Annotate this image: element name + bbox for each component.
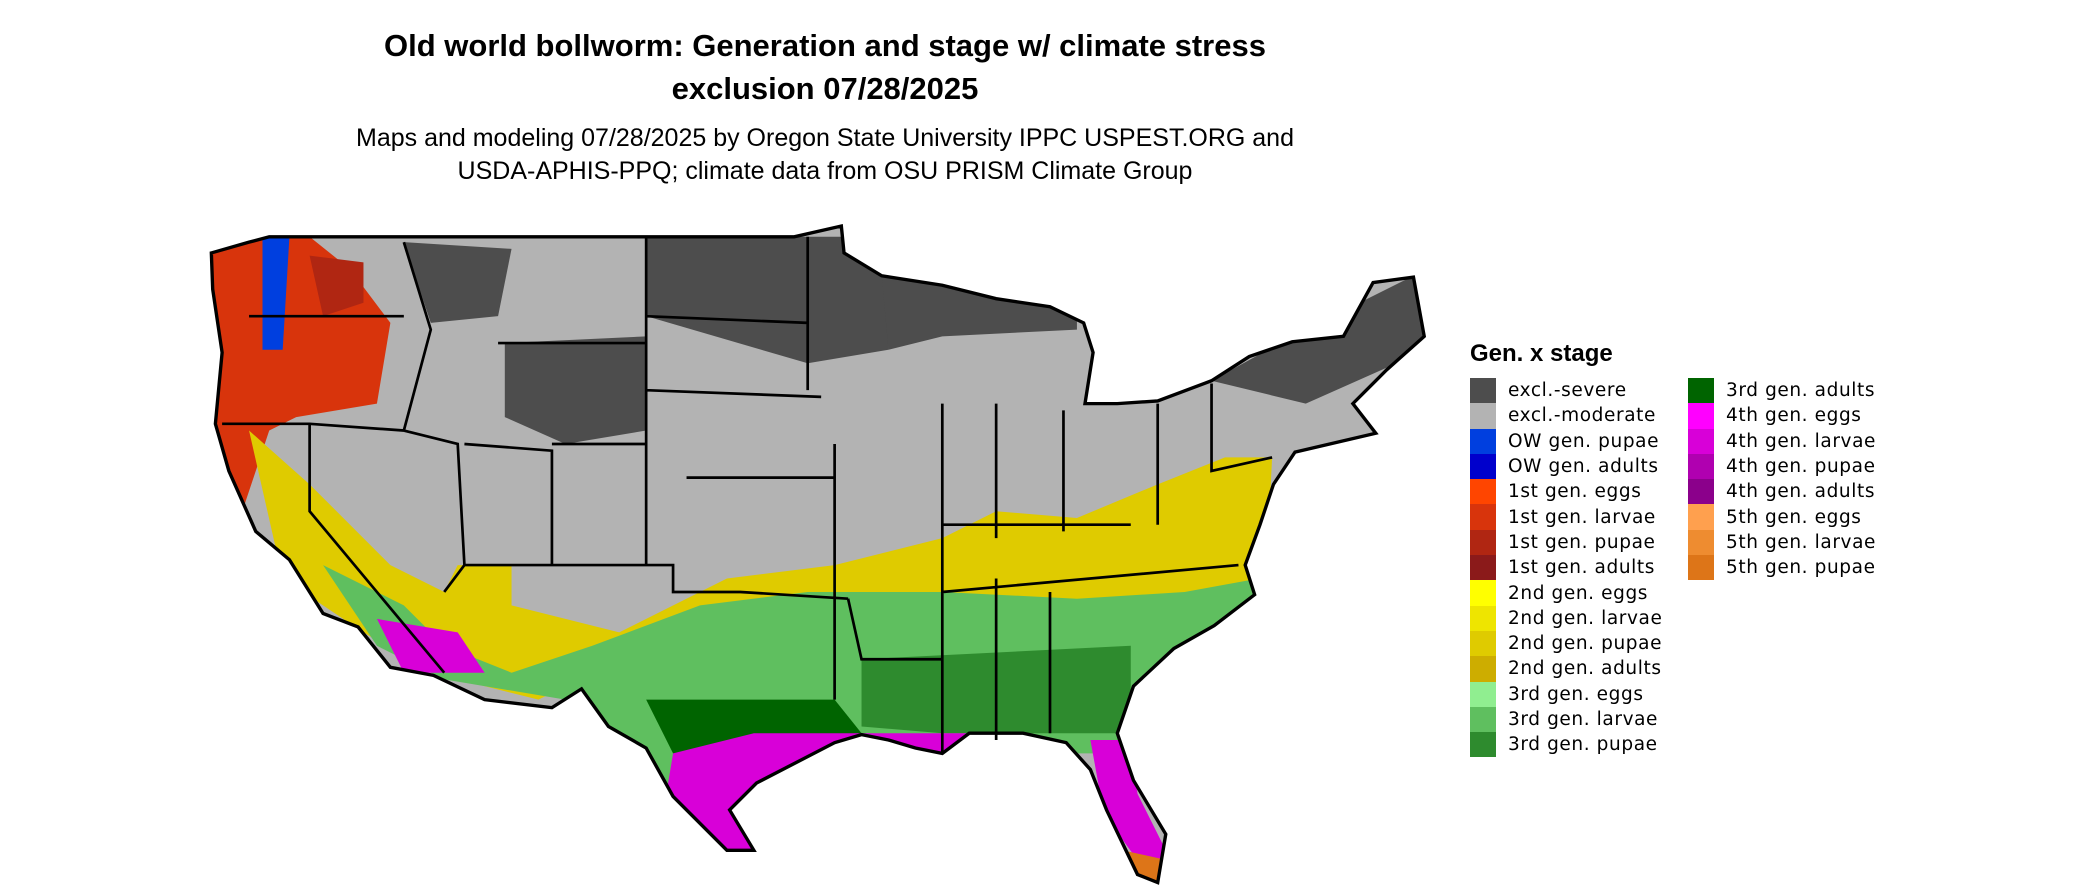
legend-column-2: 3rd gen. adults 4th gen. eggs 4th gen. lar… <box>1688 378 1906 757</box>
legend-swatch <box>1470 681 1496 707</box>
legend-label: 4th gen. larvae <box>1726 430 1876 452</box>
legend-label: OW gen. pupae <box>1508 430 1660 452</box>
title-line-2: exclusion 07/28/2025 <box>671 71 979 106</box>
legend-label: 3rd gen. eggs <box>1508 683 1644 705</box>
legend-label: 5th gen. larvae <box>1726 531 1876 553</box>
legend-label: 3rd gen. larvae <box>1508 709 1659 730</box>
legend-item: excl.-severe <box>1470 378 1688 404</box>
legend-label: 2nd gen. adults <box>1508 658 1662 680</box>
legend-label: 1st gen. pupae <box>1508 531 1656 553</box>
legend-swatch <box>1470 555 1496 581</box>
legend-item: excl.-moderate <box>1470 403 1688 429</box>
legend-swatch <box>1688 403 1714 429</box>
legend-item: 2nd gen. adults <box>1470 656 1688 682</box>
legend-item: 2nd gen. pupae <box>1470 630 1688 657</box>
legend-item: 3rd gen. eggs <box>1470 681 1688 707</box>
legend-swatch <box>1470 605 1496 631</box>
legend-swatch <box>1470 504 1496 530</box>
legend-label: OW gen. adults <box>1508 456 1659 478</box>
legend-label: excl.-moderate <box>1508 405 1656 427</box>
legend-swatch <box>1470 479 1496 505</box>
legend-label: 2nd gen. eggs <box>1508 582 1649 604</box>
legend-swatch <box>1470 630 1496 657</box>
legend-swatch <box>1688 453 1714 480</box>
legend-item: 4th gen. adults <box>1688 479 1906 505</box>
subtitle-line-2: USDA-APHIS-PPQ; climate data from OSU PR… <box>457 157 1193 185</box>
legend-item: 5th gen. larvae <box>1688 529 1906 556</box>
legend-swatch <box>1470 403 1496 429</box>
legend-swatch <box>1470 706 1496 733</box>
legend-swatch <box>1688 428 1714 454</box>
second-gen-band <box>249 430 1273 700</box>
legend-label: 5th gen. eggs <box>1726 506 1862 528</box>
title-line-1: Old world bollworm: Generation and stage… <box>384 28 1266 63</box>
legend-item: OW gen. adults <box>1470 453 1688 480</box>
subtitle-line-1: Maps and modeling 07/28/2025 by Oregon S… <box>356 124 1294 152</box>
legend-item: 1st gen. adults <box>1470 555 1688 581</box>
legend-label: 4th gen. adults <box>1726 481 1876 503</box>
map-title: Old world bollworm: Generation and stage… <box>0 24 1650 110</box>
legend-item: 2nd gen. larvae <box>1470 605 1688 631</box>
legend-swatch <box>1688 504 1714 530</box>
legend-swatch <box>1688 378 1714 404</box>
legend-label: 3rd gen. pupae <box>1508 734 1658 756</box>
legend-item: 1st gen. eggs <box>1470 479 1688 505</box>
excl-severe-north-plains <box>646 236 889 364</box>
legend-item: 3rd gen. adults <box>1688 378 1906 404</box>
state-borders <box>209 224 1426 885</box>
legend-label: 4th gen. pupae <box>1726 456 1876 478</box>
legend-swatch <box>1470 580 1496 606</box>
legend-item: 4th gen. eggs <box>1688 403 1906 429</box>
legend-label: excl.-severe <box>1508 380 1627 402</box>
legend-item: 1st gen. pupae <box>1470 529 1688 556</box>
legend-swatch <box>1688 529 1714 556</box>
legend-item: 3rd gen. pupae <box>1470 732 1688 758</box>
legend-item: 2nd gen. eggs <box>1470 580 1688 606</box>
legend-swatch <box>1470 732 1496 758</box>
legend: Gen. x stage excl.-severe excl.-moderate O… <box>1470 340 1906 758</box>
legend-swatch <box>1688 555 1714 581</box>
excl-severe-northeast <box>1211 269 1425 404</box>
legend-item: 1st gen. larvae <box>1470 504 1688 530</box>
legend-label: 1st gen. eggs <box>1508 481 1642 503</box>
legend-label: 1st gen. adults <box>1508 557 1655 579</box>
first-gen-pupae-patch <box>309 255 364 317</box>
legend-item: 5th gen. pupae <box>1688 555 1906 581</box>
legend-title: Gen. x stage <box>1470 340 1613 367</box>
legend-label: 2nd gen. pupae <box>1508 633 1663 655</box>
legend-item: 5th gen. eggs <box>1688 504 1906 530</box>
legend-item: 4th gen. pupae <box>1688 453 1906 480</box>
legend-label: 4th gen. eggs <box>1726 405 1862 427</box>
excl-severe-rockies <box>504 336 647 444</box>
legend-swatch <box>1470 529 1496 556</box>
map-subtitle: Maps and modeling 07/28/2025 by Oregon S… <box>0 122 1650 188</box>
legend-item: 3rd gen. larvae <box>1470 706 1688 733</box>
legend-item: OW gen. pupae <box>1470 428 1688 454</box>
legend-label: 3rd gen. adults <box>1726 380 1876 402</box>
legend-swatch <box>1470 656 1496 682</box>
legend-swatch <box>1470 428 1496 454</box>
excl-severe-montana <box>403 242 512 323</box>
legend-swatch <box>1470 378 1496 404</box>
legend-label: 5th gen. pupae <box>1726 557 1876 579</box>
legend-label: 2nd gen. larvae <box>1508 607 1663 629</box>
ow-gen-cascades <box>262 236 290 350</box>
fourth-gen-florida <box>1090 739 1172 883</box>
legend-item: 4th gen. larvae <box>1688 428 1906 454</box>
legend-column-1: excl.-severe excl.-moderate OW gen. pupae O… <box>1470 378 1688 758</box>
legend-swatch <box>1688 479 1714 505</box>
legend-swatch <box>1470 453 1496 480</box>
legend-label: 1st gen. larvae <box>1508 506 1656 528</box>
